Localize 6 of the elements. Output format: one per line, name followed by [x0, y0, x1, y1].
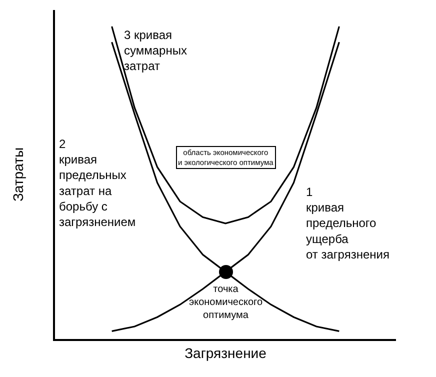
x-axis-title: Загрязнение — [184, 345, 267, 362]
series-label: 3 кривая суммарных затрат — [124, 28, 187, 74]
y-axis-title: Затраты — [10, 147, 26, 202]
series-label: 2 кривая предельных затрат на борьбу с загрязнением — [59, 137, 136, 229]
series-label: 1 кривая предельного ущерба от загрязнения — [306, 185, 390, 262]
annotation: точка экономического оптимума — [189, 284, 263, 321]
